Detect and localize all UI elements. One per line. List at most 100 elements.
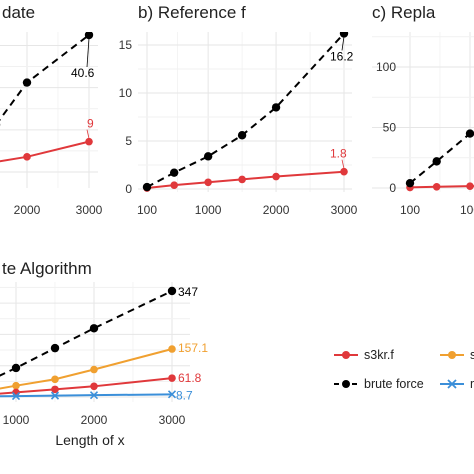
data-point xyxy=(22,78,32,87)
gridlines xyxy=(0,282,190,402)
label-leader xyxy=(86,129,90,139)
data-point xyxy=(23,153,31,161)
legend-entry: s3kr.f xyxy=(334,348,394,362)
panel-3: c) Repla 100 100 0 50 100 xyxy=(372,3,474,217)
y-tick-label: 10 xyxy=(119,86,133,100)
data-point xyxy=(167,286,177,296)
series-line xyxy=(146,170,345,190)
series-line xyxy=(0,377,173,395)
panel-1: date 2000 3000 40.6 9 xyxy=(0,3,103,217)
data-point xyxy=(432,182,441,191)
data-label: 157.1 xyxy=(178,341,208,355)
plot-area xyxy=(0,286,177,401)
x-tick-label: 2000 xyxy=(81,413,108,427)
data-point xyxy=(204,178,212,187)
data-point xyxy=(84,32,94,40)
data-label: 16.2 xyxy=(330,49,354,63)
data-point xyxy=(89,391,99,400)
panel-title: c) Repla xyxy=(372,3,436,22)
y-tick-label: 15 xyxy=(119,38,133,52)
x-tick-label: 3000 xyxy=(331,203,358,217)
data-point xyxy=(237,131,247,140)
label-leader xyxy=(341,36,345,51)
y-tick-label: 5 xyxy=(125,134,132,148)
legend-entry: m xyxy=(440,377,474,391)
data-point xyxy=(90,365,98,374)
panel-4: te Algorithm 1000 2000 3000 Length of x 347 15… xyxy=(0,259,208,448)
label-leader xyxy=(86,37,90,68)
legend-key-marker xyxy=(448,351,456,359)
legend-label: brute force xyxy=(364,377,424,391)
legend-label: s3kr.f xyxy=(364,348,394,362)
x-tick-label: 1000 xyxy=(3,413,30,427)
data-point xyxy=(405,178,415,188)
x-tick-label: 2000 xyxy=(14,203,41,217)
data-point xyxy=(466,182,474,190)
data-point xyxy=(465,129,474,138)
legend-entry: brute force xyxy=(334,377,424,391)
series-m-blue xyxy=(0,390,177,401)
plot-area xyxy=(405,129,474,192)
data-label: 9 xyxy=(87,117,94,131)
x-tick-label: 3000 xyxy=(159,413,186,427)
plot-area xyxy=(142,32,349,192)
y-tick-label: 50 xyxy=(383,121,397,135)
series-line xyxy=(409,185,474,189)
data-point xyxy=(272,172,280,181)
series-brute-force xyxy=(0,32,94,127)
gridlines xyxy=(138,32,352,192)
data-label: 40.6 xyxy=(71,66,95,80)
data-point xyxy=(167,390,177,399)
data-label: 8.7 xyxy=(176,388,193,402)
data-point xyxy=(169,168,179,177)
y-tick-label: 0 xyxy=(125,182,132,196)
legend-key-marker xyxy=(342,380,350,388)
series-line xyxy=(146,32,345,188)
data-point xyxy=(50,391,60,400)
data-point xyxy=(51,385,59,394)
data-point xyxy=(85,137,93,146)
data-label: 61.8 xyxy=(178,371,202,385)
data-point xyxy=(90,382,98,391)
legend-key-marker xyxy=(447,379,457,389)
legend-entry: s3 xyxy=(440,348,474,362)
data-point xyxy=(12,381,20,390)
legend-key-marker xyxy=(342,351,350,359)
x-tick-label: 100 xyxy=(400,203,420,217)
data-point xyxy=(11,392,21,401)
legend-label: m xyxy=(470,377,474,391)
panel-title: te Algorithm xyxy=(2,259,92,278)
gridlines xyxy=(372,32,474,192)
data-point xyxy=(432,157,441,166)
series-brute-force xyxy=(405,129,474,188)
data-point xyxy=(339,32,349,38)
data-point xyxy=(170,181,178,189)
x-tick-label: 2000 xyxy=(263,203,290,217)
x-tick-label: 100 xyxy=(460,203,474,217)
y-tick-label: 100 xyxy=(376,60,396,74)
legend-label: s3 xyxy=(470,348,474,362)
series-line xyxy=(0,393,173,398)
series-line xyxy=(0,348,173,390)
series-s3kr-f xyxy=(143,167,348,192)
series-brute-force xyxy=(0,286,177,377)
panel-title: b) Reference f xyxy=(138,3,246,22)
data-point xyxy=(142,182,152,192)
plot-area xyxy=(0,32,94,163)
legend: s3kr.f s3 brute force m xyxy=(334,348,474,391)
x-tick-label: 3000 xyxy=(76,203,103,217)
panel-2: b) Reference f 100 1000 2000 3000 0 5 10 15 16.2 1… xyxy=(119,3,358,217)
data-point xyxy=(271,103,281,112)
data-point xyxy=(51,375,59,384)
x-tick-label: 1000 xyxy=(195,203,222,217)
series-s3-orange xyxy=(0,345,176,390)
y-tick-label: 0 xyxy=(389,181,396,195)
data-point xyxy=(340,167,348,176)
series-line xyxy=(409,129,474,184)
series-s3kr-f xyxy=(0,137,93,163)
data-point xyxy=(203,152,213,161)
data-point xyxy=(89,324,99,333)
data-point xyxy=(168,374,176,382)
